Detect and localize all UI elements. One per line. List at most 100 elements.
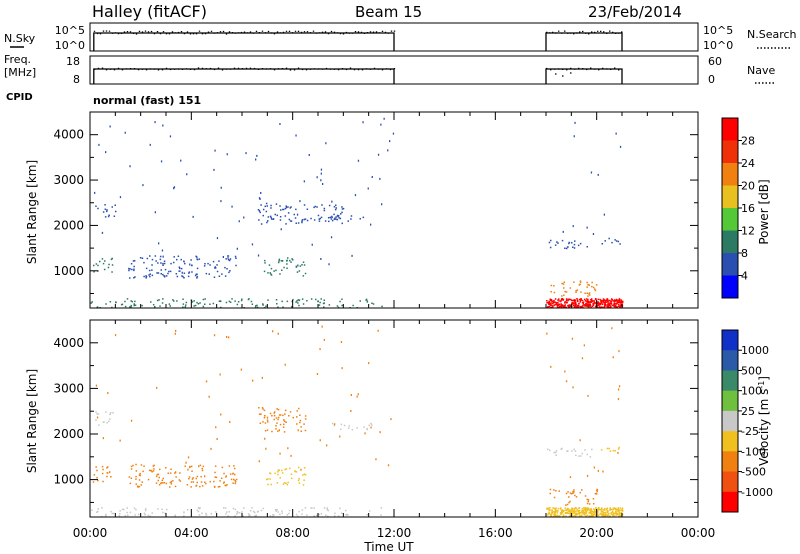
power-colorbar-segment-5: [722, 230, 738, 254]
velocity-scatter-2: [128, 463, 238, 488]
power-scatter-8: [601, 237, 621, 245]
velocity-colorbar-segment-4: [722, 410, 738, 432]
velocity-cbar-label: Velocity [m s-1]: [757, 376, 772, 466]
velocity-colorbar-segment-6: [722, 451, 738, 472]
power-colorbar-label-1: 8: [741, 247, 748, 260]
velocity-scatter-5: [265, 466, 307, 486]
date-title: 23/Feb/2014: [588, 3, 682, 21]
velocity-scatter-9: [549, 488, 599, 506]
power-scatter-9: [550, 280, 598, 297]
power-colorbar-segment-2: [722, 163, 738, 186]
velocity-colorbar-segment-3: [722, 390, 738, 412]
xtick-label-5: 20:00: [579, 526, 614, 540]
power-scatter-4: [331, 214, 365, 222]
plot-layer: 10^5 10^0 10^5 10^0 18 8 60 0 1000 2000 3000 4000 4 8…: [53, 22, 773, 540]
freq-segment-0: [93, 68, 395, 84]
velocity-colorbar-label-6: -500: [741, 466, 766, 479]
power-ytick-label-4000: 4000: [53, 128, 84, 142]
velocity-colorbar-label-2: 100: [741, 385, 762, 398]
velocity-ytick-label-3000: 3000: [53, 381, 84, 395]
power-colorbar-segment-3: [722, 185, 738, 209]
cpid-value: normal (fast) 151: [93, 94, 201, 107]
velocity-ylabel: Slant Range [km]: [25, 369, 39, 473]
velocity-scatter-1: [92, 465, 112, 483]
nave-tick-top: 60: [708, 55, 722, 68]
power-scatter-0: [95, 204, 117, 218]
power-colorbar-segment-0: [722, 118, 738, 141]
velocity-colorbar-frame: [721, 329, 739, 513]
nsky-segment-0: [93, 32, 395, 51]
power-ytick-label-1000: 1000: [53, 264, 84, 278]
nave-label: Nave: [747, 64, 775, 77]
power-scatter-1: [93, 257, 114, 273]
nsky-tick-top: 10^5: [55, 24, 85, 37]
xtick-label-3: 12:00: [377, 526, 412, 540]
velocity-ytick-label-1000: 1000: [53, 473, 84, 487]
velocity-colorbar-segment-1: [722, 350, 738, 371]
freq-unit-label: [MHz]: [4, 66, 36, 79]
velocity-colorbar-label-3: 25: [741, 405, 755, 418]
velocity-scatter-7: [547, 447, 593, 458]
power-scatter-10: [546, 298, 624, 309]
power-colorbar-segment-4: [722, 208, 738, 231]
nsky-tick-bottom: 10^0: [55, 39, 85, 52]
power-scatter-5: [263, 257, 307, 277]
velocity-colorbar-label-7: -1000: [741, 486, 773, 499]
power-colorbar-label-3: 16: [741, 202, 755, 215]
velocity-colorbar-segment-8: [722, 491, 738, 513]
power-frame: [89, 111, 699, 309]
velocity-colorbar-label-4: -25: [741, 425, 759, 438]
nsearch-tick-top: 10^5: [703, 24, 733, 37]
power-ylabel: Slant Range [km]: [25, 160, 39, 264]
velocity-colorbar-label-5: -100: [741, 445, 766, 458]
xtick-label-2: 08:00: [275, 526, 310, 540]
velocity-colorbar-segment-7: [722, 471, 738, 493]
xtick-label-4: 16:00: [478, 526, 513, 540]
power-sparse-echoes: [94, 117, 622, 274]
xtick-label-6: 00:00: [681, 526, 716, 540]
nave-dots-0: [93, 67, 396, 71]
nsearch-label: N.Search: [747, 28, 797, 41]
cpid-label: CPID: [6, 92, 33, 103]
power-cbar-label: Power [dB]: [757, 179, 771, 244]
velocity-scatter-10: [546, 507, 624, 518]
freq-segment-1: [545, 68, 623, 84]
power-colorbar-segment-7: [722, 275, 738, 299]
power-ytick-label-3000: 3000: [53, 173, 84, 187]
xtick-label-0: 00:00: [73, 526, 108, 540]
velocity-colorbar-segment-0: [722, 330, 738, 351]
nave-dots-1: [546, 67, 620, 77]
velocity-scatter-3: [258, 407, 307, 433]
xaxis-label: Time UT: [363, 540, 414, 554]
freq-tick-bottom: 8: [73, 73, 80, 86]
nsearch-tick-bottom: 10^0: [703, 39, 733, 52]
power-colorbar-label-0: 4: [741, 270, 748, 283]
beam-title: Beam 15: [355, 3, 422, 21]
velocity-colorbar-segment-5: [722, 431, 738, 452]
velocity-scatter-8: [600, 446, 620, 452]
velocity-ytick-label-2000: 2000: [53, 427, 84, 441]
power-scatter-3: [257, 202, 345, 225]
power-colorbar-segment-1: [722, 140, 738, 164]
power-colorbar-label-6: 28: [741, 135, 755, 148]
power-colorbar-label-5: 24: [741, 157, 755, 170]
power-scatter-7: [548, 239, 588, 250]
velocity-ytick-label-4000: 4000: [53, 336, 84, 350]
power-ytick-label-2000: 2000: [53, 218, 84, 232]
freq-tick-top: 18: [66, 55, 80, 68]
nsearch-dots-1: [546, 30, 623, 35]
power-scatter-2: [128, 255, 237, 279]
velocity-sparse-echoes: [95, 325, 621, 483]
power-colorbar-segment-6: [722, 253, 738, 276]
velocity-colorbar-label-0: 1000: [741, 344, 769, 357]
nsky-label: N.Sky: [4, 32, 36, 45]
velocity-scatter-0: [95, 411, 114, 426]
power-scatter-6: [90, 298, 383, 309]
freq-label: Freq.: [4, 53, 31, 66]
power-colorbar-label-4: 20: [741, 180, 755, 193]
nave-tick-bottom: 0: [708, 73, 715, 86]
nsearch-dots-0: [93, 30, 396, 35]
velocity-colorbar-label-1: 500: [741, 364, 762, 377]
velocity-scatter-4: [331, 422, 373, 431]
